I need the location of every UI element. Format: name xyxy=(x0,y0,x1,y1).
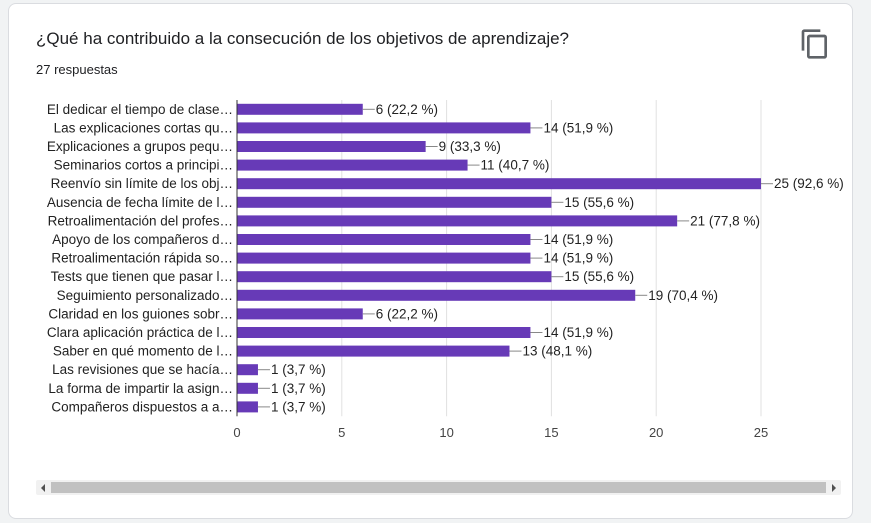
data-label: 11 (40,7 %) xyxy=(481,158,550,173)
data-label: 1 (3,7 %) xyxy=(271,399,326,414)
category-label: Reenvío sin límite de los obj… xyxy=(51,176,233,191)
bar xyxy=(237,382,258,394)
bar xyxy=(237,103,363,115)
category-label: Explicaciones a grupos pequ… xyxy=(47,139,233,154)
arrow-left-icon xyxy=(41,483,45,492)
category-label: Compañeros dispuestos a a… xyxy=(51,399,233,414)
category-label: El dedicar el tiempo de clase… xyxy=(47,102,233,117)
data-label: 1 (3,7 %) xyxy=(271,362,326,377)
x-tick-label: 20 xyxy=(649,425,663,440)
copy-chart-button[interactable] xyxy=(799,28,831,60)
category-label: La forma de impartir la asign… xyxy=(48,381,233,396)
bar xyxy=(237,159,468,171)
scroll-right-button[interactable] xyxy=(827,480,841,495)
bar xyxy=(237,401,258,413)
x-tick-label: 15 xyxy=(544,425,558,440)
arrow-right-icon xyxy=(832,483,836,492)
category-label: Apoyo de los compañeros d… xyxy=(52,232,233,247)
category-label: Seminarios cortos a principi… xyxy=(54,158,233,173)
bar xyxy=(237,215,678,227)
question-card: ¿Qué ha contribuido a la consecución de … xyxy=(8,3,853,519)
category-label: Tests que tienen que pasar l… xyxy=(51,269,233,284)
bar xyxy=(237,141,426,152)
category-label: Ausencia de fecha límite de l… xyxy=(47,195,233,210)
data-label: 14 (51,9 %) xyxy=(543,232,613,247)
data-label: 21 (77,8 %) xyxy=(690,213,760,228)
category-label: Clara aplicación práctica de l… xyxy=(47,325,233,340)
x-tick-label: 10 xyxy=(439,425,453,440)
bar xyxy=(237,364,258,376)
data-label: 14 (51,9 %) xyxy=(543,120,613,135)
category-label: Seguimiento personalizado… xyxy=(57,288,233,303)
bar xyxy=(237,289,636,301)
category-label: Saber en qué momento de l… xyxy=(53,344,233,359)
data-label: 15 (55,6 %) xyxy=(564,269,634,284)
data-label: 9 (33,3 %) xyxy=(439,139,501,154)
bar xyxy=(237,308,363,320)
copy-icon xyxy=(801,29,827,59)
x-tick-label: 5 xyxy=(338,425,345,440)
bar xyxy=(237,271,552,283)
data-label: 14 (51,9 %) xyxy=(543,251,613,266)
x-tick-label: 0 xyxy=(233,425,240,440)
bar xyxy=(237,345,510,357)
data-label: 19 (70,4 %) xyxy=(648,288,718,303)
category-label: Claridad en los guiones sobr… xyxy=(48,306,233,321)
data-label: 1 (3,7 %) xyxy=(271,381,326,396)
data-label: 13 (48,1 %) xyxy=(522,344,592,359)
data-label: 6 (22,2 %) xyxy=(376,102,438,117)
horizontal-scrollbar[interactable] xyxy=(36,480,841,495)
bar xyxy=(237,122,531,134)
bar xyxy=(237,234,531,245)
x-tick-label: 25 xyxy=(754,425,768,440)
bar xyxy=(237,196,552,208)
data-label: 14 (51,9 %) xyxy=(543,325,613,340)
response-count: 27 respuestas xyxy=(36,62,118,77)
category-label: Las explicaciones cortas qu… xyxy=(54,120,233,135)
data-label: 6 (22,2 %) xyxy=(376,306,438,321)
bar xyxy=(237,178,761,190)
category-label: Retroalimentación del profes… xyxy=(48,213,233,228)
bar xyxy=(237,327,531,338)
category-label: Las revisiones que se hacía… xyxy=(52,362,233,377)
data-label: 15 (55,6 %) xyxy=(564,195,634,210)
category-label: Retroalimentación rápida so… xyxy=(51,251,233,266)
data-label: 25 (92,6 %) xyxy=(774,176,844,191)
bar xyxy=(237,252,531,264)
question-title: ¿Qué ha contribuido a la consecución de … xyxy=(36,29,570,48)
scroll-left-button[interactable] xyxy=(36,480,50,495)
scrollbar-thumb[interactable] xyxy=(51,482,826,493)
bar-chart: 0 5 10 15 20 25 El dedicar el tiempo de clase…… xyxy=(47,100,844,440)
